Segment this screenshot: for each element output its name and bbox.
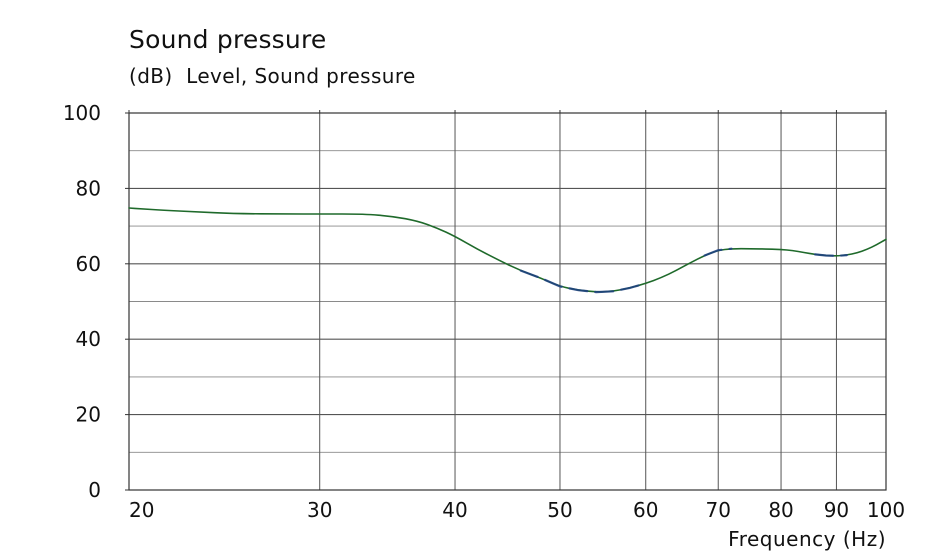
axis-layer — [125, 110, 887, 491]
x-tick-label: 50 — [547, 498, 572, 522]
chart-title: Sound pressure — [129, 25, 327, 54]
x-tick-label: 60 — [633, 498, 658, 522]
x-tick-label: 90 — [824, 498, 849, 522]
x-tick-label: 100 — [867, 498, 905, 522]
x-tick-label: 40 — [442, 498, 467, 522]
x-tick-label: 30 — [307, 498, 332, 522]
series-accent-segment — [814, 253, 848, 258]
x-tick-label: 20 — [129, 498, 154, 522]
label-layer: 0 20 40 60 80 100 20 30 40 50 60 70 80 90 100 Frequency… — [63, 101, 905, 551]
series-layer — [128, 207, 887, 294]
y-tick-label: 60 — [76, 252, 101, 276]
plot-border — [128, 112, 887, 491]
series-accent-segment — [519, 269, 647, 294]
series-accent-segment — [703, 247, 733, 257]
y-tick-label: 0 — [88, 478, 101, 502]
chart-subtitle: (dB) Level, Sound pressure — [129, 64, 416, 88]
y-tick-label: 40 — [76, 327, 101, 351]
grid-layer — [129, 113, 886, 490]
y-tick-label: 20 — [76, 403, 101, 427]
y-tick-label: 80 — [76, 176, 101, 200]
series-line-sound-pressure — [128, 207, 887, 293]
y-tick-label: 100 — [63, 101, 101, 125]
x-tick-label: 80 — [768, 498, 793, 522]
x-tick-label: 70 — [706, 498, 731, 522]
x-axis-title: Frequency (Hz) — [728, 527, 886, 551]
